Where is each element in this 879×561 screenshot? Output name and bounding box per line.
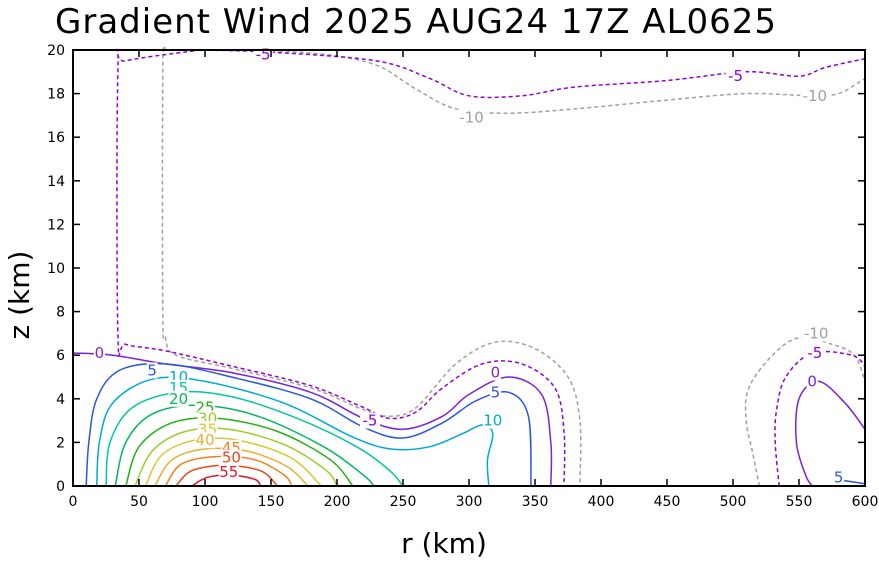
y-tick-label: 14 [47, 174, 65, 190]
contour-label: 10 [483, 412, 502, 430]
contour-line-20-0 [114, 404, 375, 487]
contour-label-bg [93, 345, 105, 361]
x-axis-label: r (km) [401, 527, 487, 560]
x-tick-label: 150 [258, 494, 285, 510]
contour-label: 40 [195, 431, 214, 449]
x-tick-label: 400 [588, 494, 615, 510]
y-tick-label: 8 [56, 305, 65, 321]
contour-label: -10 [804, 324, 829, 342]
contour-line-neg10-0 [161, 45, 582, 487]
contour-line-neg5-1 [774, 350, 866, 487]
x-tick-label: 500 [720, 494, 747, 510]
contour-line-25-0 [125, 417, 354, 487]
contour-label: 5 [491, 383, 501, 401]
x-tick-label: 250 [390, 494, 417, 510]
contour-label: 50 [222, 449, 241, 467]
contour-label: -5 [256, 45, 271, 63]
contour-line-5-0 [85, 362, 532, 487]
contour-line-neg10-2 [257, 49, 866, 114]
contour-label: -10 [459, 109, 484, 127]
contour-label-bg [482, 412, 503, 429]
contour-line-0-1 [795, 380, 866, 487]
contour-label-bg [195, 432, 215, 449]
y-tick-label: 0 [56, 479, 65, 495]
x-tick-label: 200 [324, 494, 351, 510]
contour-label: 5 [834, 468, 844, 486]
chart-title: Gradient Wind 2025 AUG24 17Z AL0625 [55, 2, 777, 42]
contour-label: 0 [95, 344, 105, 362]
contour-line-neg10-1 [744, 336, 866, 487]
contour-line-10-0 [96, 376, 494, 487]
contour-label-bg [146, 362, 158, 379]
x-tick-label: 100 [192, 494, 219, 510]
contour-label-bg [489, 384, 501, 401]
contour-lines [72, 45, 866, 487]
y-axis-label: z (km) [3, 251, 36, 340]
x-tick-label: 450 [654, 494, 681, 510]
y-tick-label: 4 [56, 392, 65, 408]
y-tick-label: 10 [47, 261, 65, 277]
y-axis: 0 2 4 6 8 10 12 14 16 18 20 [47, 43, 865, 495]
x-tick-label: 50 [130, 494, 148, 510]
contour-label-bg [804, 345, 825, 361]
contour-label: 5 [147, 362, 157, 380]
contour-label-bg [489, 364, 501, 381]
y-tick-label: 2 [56, 435, 65, 451]
x-tick-label: 600 [852, 494, 879, 510]
contour-label: -5 [363, 412, 378, 430]
contour-label: 55 [219, 463, 238, 481]
x-tick-label: 550 [786, 494, 813, 510]
contour-label-bg [218, 463, 239, 480]
contour-label-bg [833, 469, 845, 486]
x-tick-label: 350 [522, 494, 549, 510]
contour-label: -10 [803, 87, 828, 105]
contour-label: -5 [807, 344, 822, 362]
contour-label-bg [360, 412, 380, 429]
contour-line-neg5-2 [200, 49, 866, 99]
contour-line-neg5-0 [116, 48, 566, 487]
contour-label: -5 [728, 67, 743, 85]
contour-line-30-0 [134, 427, 338, 487]
contour-line-15-0 [105, 390, 404, 487]
contour-label: 20 [169, 390, 188, 408]
y-tick-label: 12 [47, 217, 65, 233]
contour-label-bg [800, 87, 830, 104]
y-tick-label: 18 [47, 87, 65, 103]
y-tick-label: 20 [47, 43, 65, 59]
x-axis: 0 50 100 150 200 250 300 350 400 450 500 550 600 [69, 50, 879, 510]
contour-label-bg [221, 449, 242, 466]
contour-label-bg [801, 325, 831, 342]
contour-label: 0 [807, 372, 817, 390]
y-tick-label: 6 [56, 348, 65, 364]
contour-label-bg [725, 68, 746, 85]
contour-label-bg [168, 390, 189, 407]
contour-label-bg [457, 109, 487, 126]
contour-label-bg [806, 373, 818, 390]
x-tick-label: 0 [69, 494, 78, 510]
y-tick-label: 16 [47, 130, 65, 146]
contour-label: 0 [491, 364, 501, 382]
x-tick-label: 300 [456, 494, 483, 510]
